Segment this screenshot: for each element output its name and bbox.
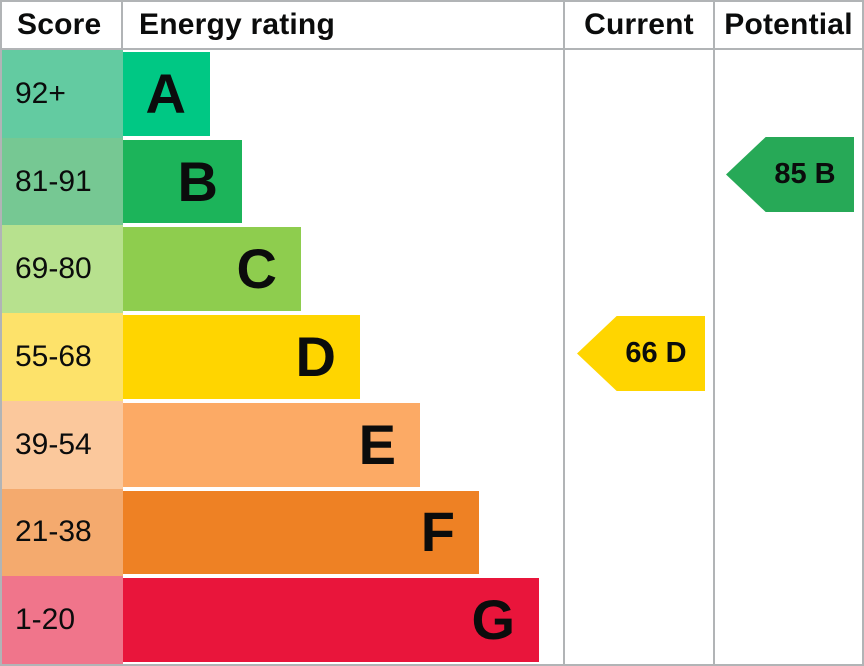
header-potential: Potential <box>713 2 862 48</box>
rating-bar-f: F <box>123 490 479 575</box>
header-energy-rating: Energy rating <box>139 8 335 41</box>
score-range-b: 81-91 <box>2 137 123 226</box>
rating-row-e: 39-54 E <box>2 400 563 489</box>
table-body: 92+ A 81-91 B 69-80 C 55-68 D 39-54 E 21… <box>2 50 862 664</box>
rating-bar-e: E <box>123 402 420 487</box>
score-range-f: 21-38 <box>2 488 123 577</box>
rating-bar-g: G <box>123 578 539 663</box>
rating-bar-a: A <box>123 52 210 136</box>
table-header: Score Energy rating Current Potential <box>2 2 862 50</box>
rating-bar-d: D <box>123 315 360 399</box>
current-rating-arrow: 66 D <box>577 316 705 391</box>
score-range-g: 1-20 <box>2 576 123 664</box>
potential-rating-label: 85 B <box>774 158 836 190</box>
rating-row-d: 55-68 D <box>2 313 563 401</box>
potential-rating-arrow: 85 B <box>726 137 854 212</box>
score-range-c: 69-80 <box>2 225 123 314</box>
score-range-d: 55-68 <box>2 313 123 401</box>
rating-row-a: 92+ A <box>2 50 563 138</box>
score-range-e: 39-54 <box>2 400 123 489</box>
current-rating-label: 66 D <box>625 337 687 369</box>
score-range-a: 92+ <box>2 50 123 138</box>
rating-bar-c: C <box>123 227 301 312</box>
header-current: Current <box>563 2 713 48</box>
rating-bands: 92+ A 81-91 B 69-80 C 55-68 D 39-54 E 21… <box>2 50 563 664</box>
rating-row-b: 81-91 B <box>2 137 563 226</box>
header-score: Score <box>2 2 123 48</box>
rating-row-g: 1-20 G <box>2 576 563 664</box>
rating-row-f: 21-38 F <box>2 488 563 577</box>
potential-column: 85 B <box>713 50 862 664</box>
rating-row-c: 69-80 C <box>2 225 563 314</box>
current-column: 66 D <box>563 50 713 664</box>
rating-bar-b: B <box>123 139 242 224</box>
